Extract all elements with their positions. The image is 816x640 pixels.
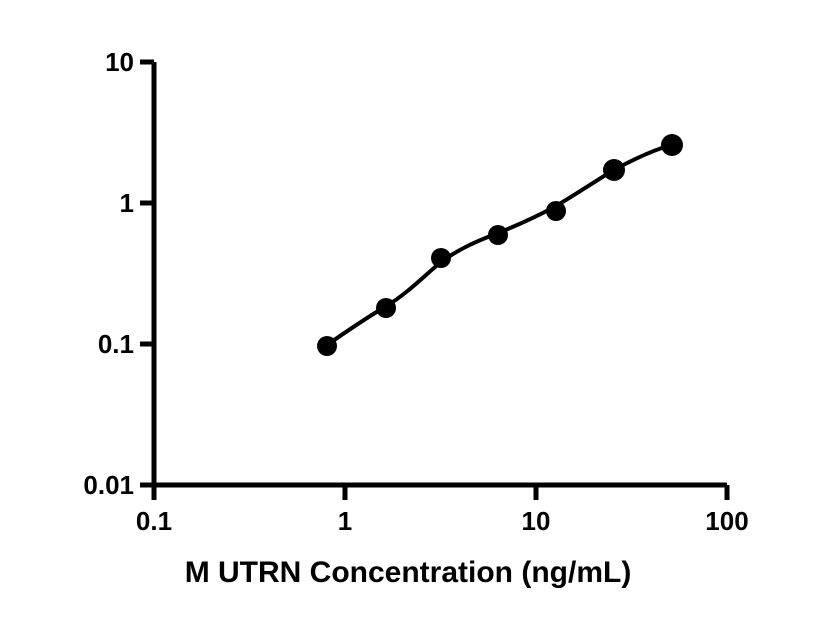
data-point-markers: [317, 134, 683, 356]
y-tick-label-10: 10: [105, 47, 134, 77]
data-point[interactable]: [317, 336, 337, 356]
data-point[interactable]: [376, 298, 396, 318]
y-tick-label-0.01: 0.01: [83, 470, 134, 500]
x-axis-title: M UTRN Concentration (ng/mL): [184, 556, 632, 589]
data-point[interactable]: [488, 225, 508, 245]
x-tick-label-100: 100: [705, 506, 749, 536]
x-axis-ticks: [151, 485, 730, 500]
x-tick-label-10: 10: [521, 506, 551, 536]
data-point[interactable]: [431, 248, 451, 268]
x-tick-label-0.1: 0.1: [135, 506, 173, 536]
data-point[interactable]: [603, 159, 625, 181]
data-point[interactable]: [546, 201, 566, 221]
data-point[interactable]: [661, 134, 683, 156]
x-tick-label-1: 1: [337, 506, 353, 536]
y-tick-label-0.1: 0.1: [97, 329, 134, 359]
y-tick-label-1: 1: [119, 188, 134, 218]
